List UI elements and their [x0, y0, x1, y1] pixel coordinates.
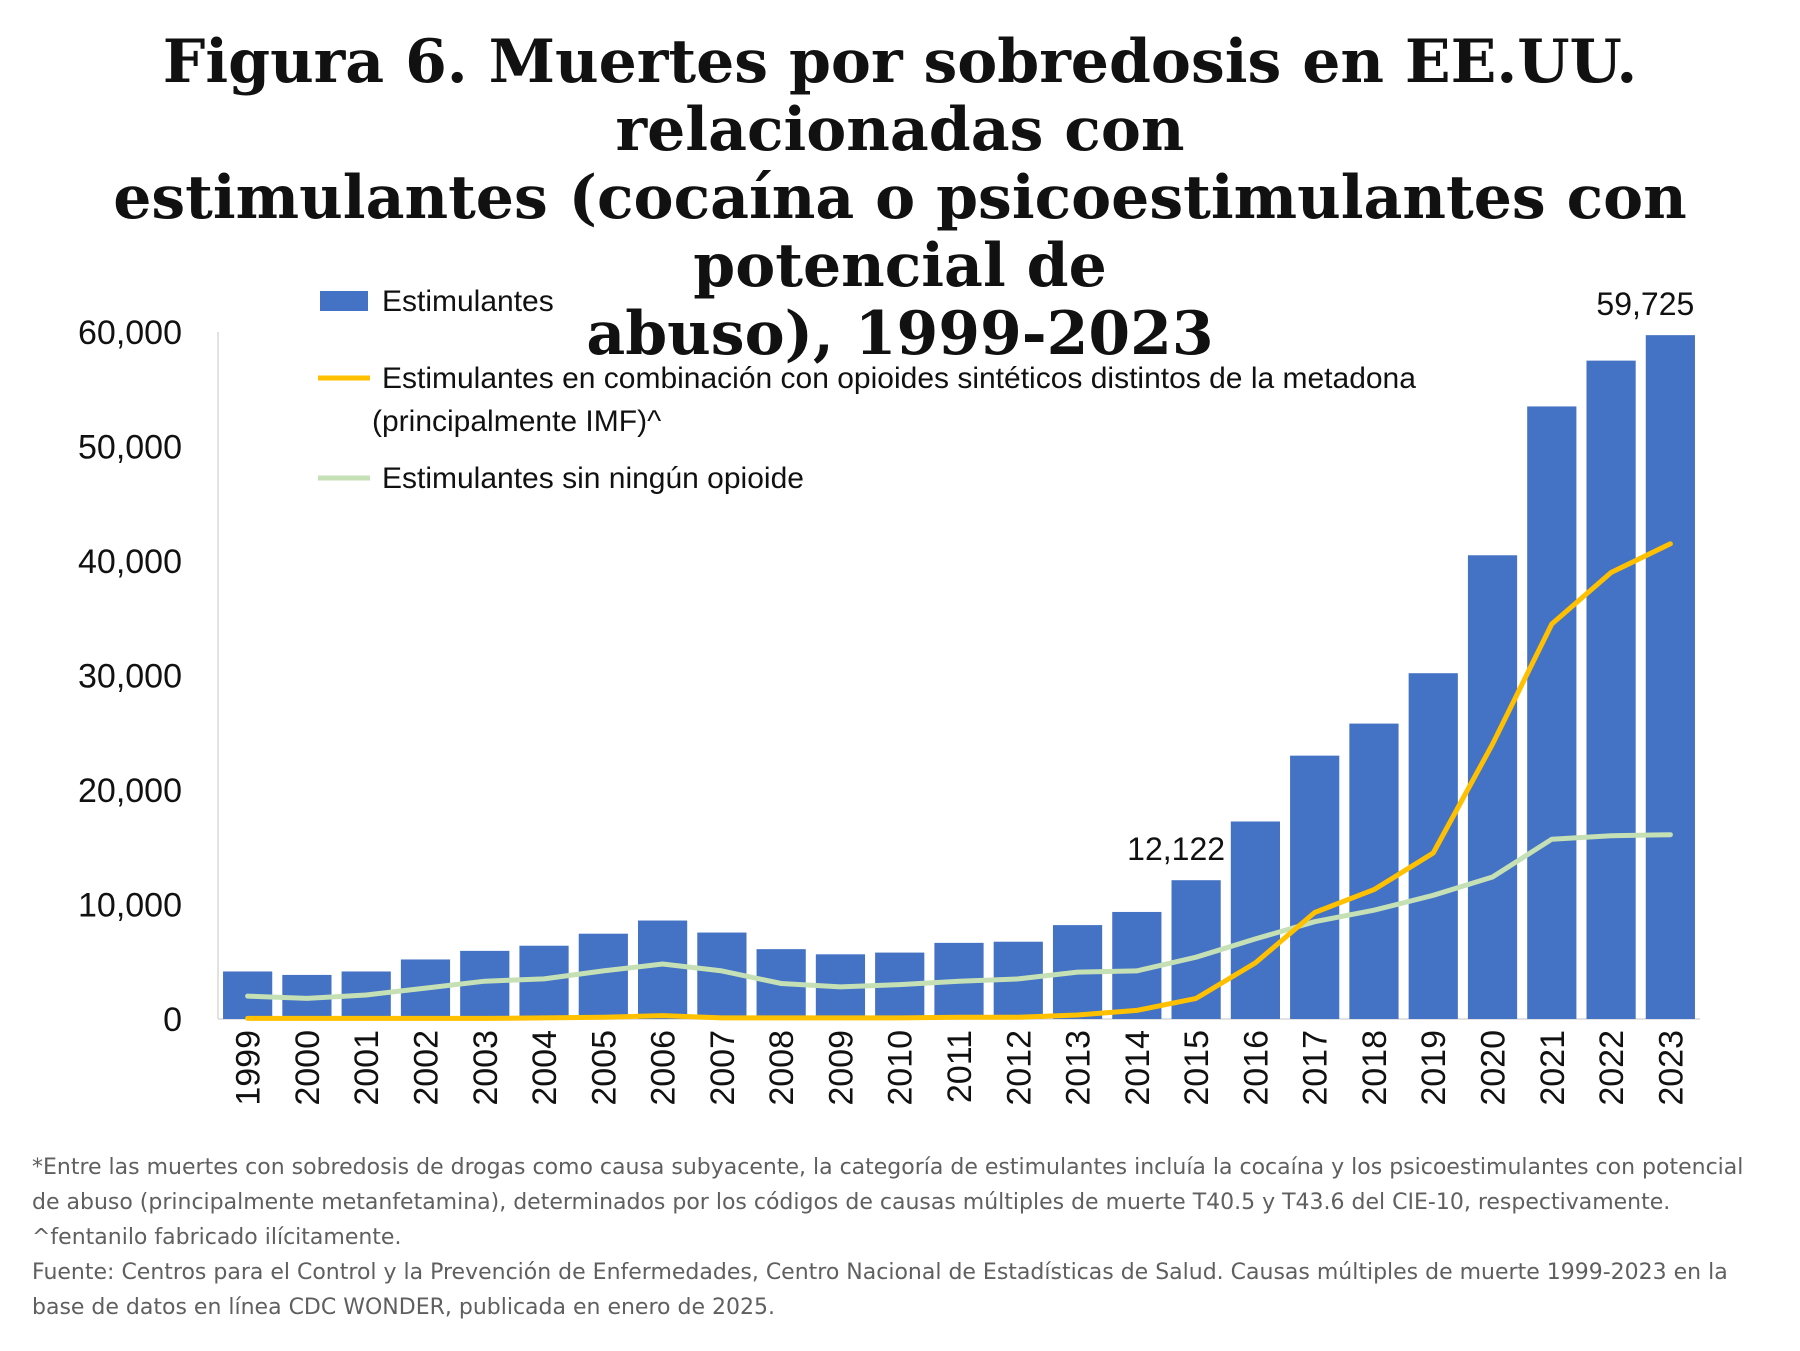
legend-label-no-opioid-line: Estimulantes sin ningún opioide [382, 462, 804, 495]
x-tick-label: 2007 [704, 1030, 742, 1106]
x-tick-label: 2011 [941, 1030, 979, 1103]
x-tick-label: 2003 [467, 1030, 505, 1106]
data-label-2023: 59,725 [1596, 286, 1694, 322]
y-tick-label: 60,000 [78, 314, 182, 352]
x-tick-label: 2021 [1534, 1030, 1572, 1106]
bar [637, 920, 688, 1019]
legend: Estimulantes Estimulantes en combinación … [318, 285, 1416, 495]
x-tick-label: 2018 [1356, 1030, 1394, 1106]
y-tick-label: 50,000 [78, 429, 182, 467]
chart-title-line: Figura 6. Muertes por sobredosis en EE.U… [162, 27, 1638, 165]
x-tick-label: 2001 [348, 1030, 386, 1106]
bar [519, 945, 569, 1019]
x-tick-label: 2017 [1297, 1030, 1335, 1106]
legend-label-bars: Estimulantes [382, 285, 554, 318]
bar [1527, 406, 1577, 1019]
x-tick-label: 2010 [882, 1030, 920, 1106]
x-axis-ticks: 1999 2000 2001 2002 2003 2004 2005 2006 2007 2008… [230, 1030, 1691, 1106]
legend-label-opioid-line-cont: (principalmente IMF)^ [372, 405, 661, 438]
legend-swatch-bars [320, 291, 368, 311]
x-tick-label: 2000 [289, 1030, 327, 1106]
opioid-combination-line [245, 541, 1673, 1021]
x-tick-label: 2016 [1237, 1030, 1275, 1106]
y-tick-label: 30,000 [78, 658, 182, 696]
x-tick-label: 2012 [1000, 1030, 1038, 1106]
line-series [245, 541, 1673, 1021]
bar [1290, 755, 1340, 1019]
footnote: *Entre las muertes con sobredosis de dro… [32, 1150, 1772, 1325]
chart-title-line: estimulantes (cocaína o psicoestimulante… [113, 163, 1687, 301]
footnote-source: Fuente: Centros para el Control y la Pre… [32, 1260, 1728, 1320]
no-opioid-line [245, 832, 1673, 1001]
legend-label-opioid-line: Estimulantes en combinación con opioides… [382, 362, 1416, 395]
x-tick-label: 1999 [230, 1030, 268, 1106]
bar [1467, 555, 1518, 1019]
x-tick-label: 2004 [526, 1030, 564, 1106]
bar [1230, 821, 1281, 1019]
bar [1349, 723, 1399, 1019]
data-label-2015: 12,122 [1127, 831, 1225, 867]
x-tick-label: 2006 [645, 1030, 683, 1106]
y-axis-ticks: 0 10,000 20,000 30,000 40,000 50,000 60,000 [78, 314, 182, 1039]
y-tick-label: 40,000 [78, 543, 182, 581]
bar [578, 933, 628, 1019]
y-tick-label: 10,000 [78, 887, 182, 925]
chart-title: Figura 6. Muertes por sobredosis en EE.U… [0, 28, 1800, 368]
chart-title-line: abuso), 1999-2023 [586, 299, 1214, 369]
x-tick-label: 2022 [1593, 1030, 1631, 1106]
x-tick-label: 2009 [822, 1030, 860, 1106]
x-tick-label: 2015 [1178, 1030, 1216, 1106]
y-tick-label: 0 [163, 1001, 182, 1039]
bar-series [223, 335, 1695, 1019]
footnote-definition: *Entre las muertes con sobredosis de dro… [32, 1155, 1744, 1250]
bar [1645, 335, 1695, 1019]
x-tick-label: 2019 [1415, 1030, 1453, 1106]
x-tick-label: 2005 [585, 1030, 623, 1106]
x-tick-label: 2008 [763, 1030, 801, 1106]
y-tick-label: 20,000 [78, 772, 182, 810]
bar [1586, 360, 1636, 1019]
bar [1408, 673, 1458, 1019]
x-tick-label: 2020 [1475, 1030, 1513, 1106]
x-tick-label: 2023 [1652, 1030, 1690, 1106]
data-annotations: 12,122 59,725 [1127, 286, 1694, 867]
x-tick-label: 2002 [407, 1030, 445, 1106]
x-tick-label: 2014 [1119, 1030, 1157, 1106]
x-tick-label: 2013 [1060, 1030, 1098, 1106]
